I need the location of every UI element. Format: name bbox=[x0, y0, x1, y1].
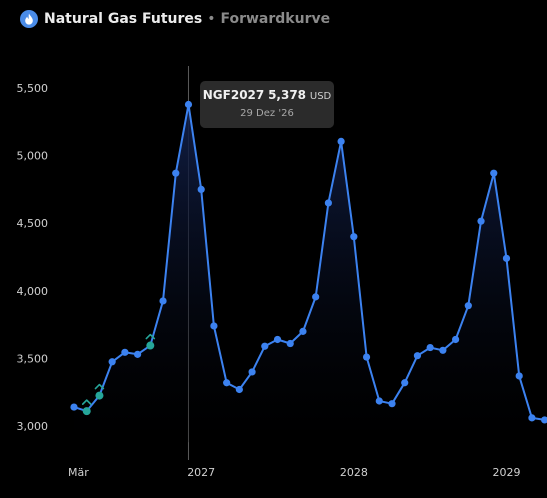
data-point bbox=[413, 352, 422, 360]
hover-tooltip: NGF2027 5,378 USD 29 Dez '26 bbox=[200, 81, 334, 128]
data-point bbox=[159, 297, 167, 305]
tooltip-value: 5,378 bbox=[268, 88, 307, 102]
y-tick-label: 4,000 bbox=[17, 285, 49, 298]
title-separator: • bbox=[207, 11, 216, 27]
highlighted-data-point bbox=[95, 391, 104, 400]
y-tick-label: 3,500 bbox=[17, 352, 49, 365]
data-point bbox=[388, 400, 396, 408]
data-point bbox=[134, 350, 142, 358]
highlighted-data-point bbox=[82, 407, 91, 416]
data-point bbox=[235, 385, 243, 394]
data-point bbox=[172, 169, 180, 177]
data-point bbox=[439, 346, 447, 354]
data-point bbox=[108, 358, 116, 366]
data-point bbox=[286, 339, 294, 348]
data-point bbox=[350, 233, 358, 241]
chart-header: Natural Gas Futures • Forwardkurve bbox=[20, 9, 330, 29]
x-axis: Mär 2027 2028 2029 bbox=[68, 466, 520, 479]
data-point bbox=[184, 100, 193, 109]
chevron-up-icon bbox=[145, 333, 156, 340]
data-point bbox=[197, 185, 205, 193]
highlight-markers bbox=[81, 333, 156, 405]
forward-curve-line bbox=[73, 103, 545, 421]
data-point bbox=[121, 348, 129, 356]
data-point bbox=[223, 379, 231, 387]
y-tick-label: 5,500 bbox=[17, 82, 49, 95]
y-axis: 3,000 3,500 4,000 4,500 5,000 5,500 bbox=[17, 82, 49, 433]
data-points bbox=[70, 100, 547, 424]
y-tick-label: 5,000 bbox=[17, 150, 49, 163]
tooltip-date: 29 Dez '26 bbox=[240, 108, 294, 119]
data-point bbox=[299, 327, 307, 335]
data-point bbox=[337, 137, 345, 146]
chevron-up-icon bbox=[94, 383, 105, 390]
data-point bbox=[312, 293, 320, 301]
tooltip-unit: USD bbox=[309, 91, 332, 102]
data-point bbox=[362, 353, 371, 361]
data-point bbox=[375, 397, 383, 405]
data-point bbox=[515, 372, 523, 380]
flame-icon bbox=[20, 10, 38, 28]
data-point bbox=[502, 254, 511, 262]
data-point bbox=[273, 335, 282, 344]
x-tick-label: 2027 bbox=[187, 466, 215, 479]
data-point bbox=[426, 343, 434, 352]
highlighted-data-point bbox=[146, 341, 155, 350]
x-tick-label: Mär bbox=[68, 466, 89, 479]
data-point bbox=[464, 302, 472, 310]
y-tick-label: 3,000 bbox=[17, 420, 49, 433]
data-point bbox=[477, 217, 485, 225]
data-point bbox=[490, 169, 498, 177]
data-point bbox=[541, 416, 547, 424]
x-tick-label: 2028 bbox=[340, 466, 368, 479]
tooltip-symbol: NGF2027 bbox=[202, 88, 265, 102]
data-point bbox=[401, 379, 409, 387]
data-point bbox=[261, 342, 269, 350]
chart-subtitle: Forwardkurve bbox=[220, 11, 331, 27]
y-tick-label: 4,500 bbox=[17, 217, 49, 230]
x-tick-label: 2029 bbox=[492, 466, 520, 479]
data-point bbox=[528, 414, 536, 422]
curve-area-fill bbox=[74, 104, 545, 443]
data-point bbox=[248, 368, 256, 376]
data-point bbox=[70, 403, 78, 411]
chevron-up-icon bbox=[81, 399, 92, 405]
data-point bbox=[324, 199, 332, 207]
chart-title: Natural Gas Futures bbox=[44, 11, 203, 27]
data-point bbox=[452, 335, 460, 344]
data-point bbox=[210, 322, 218, 330]
